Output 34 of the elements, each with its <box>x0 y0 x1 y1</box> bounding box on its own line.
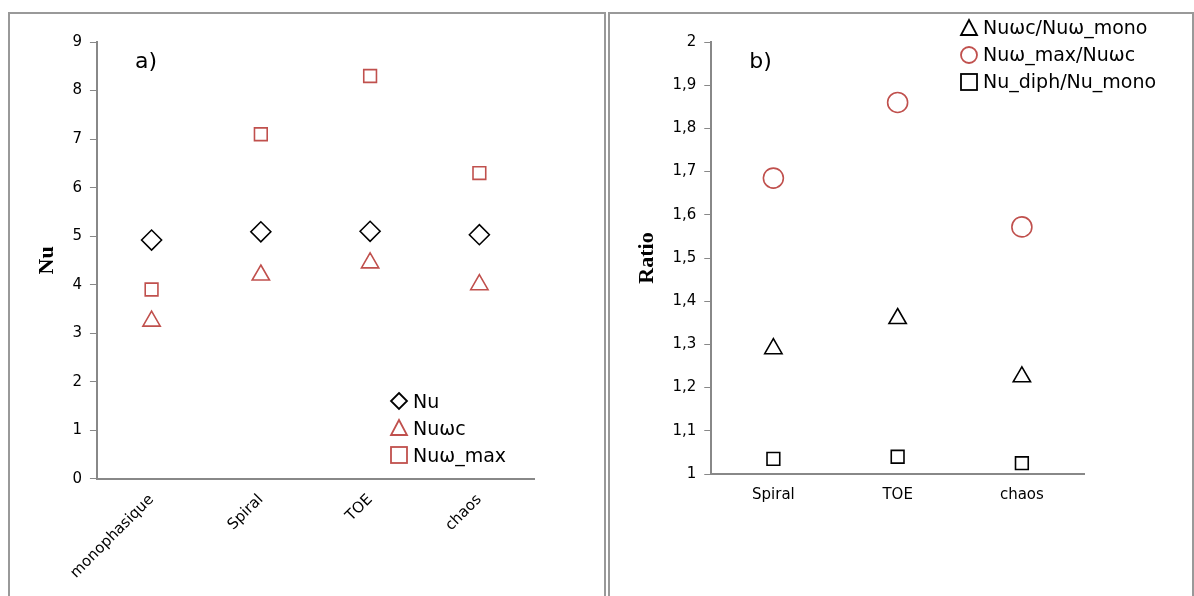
annotation: b) <box>749 47 772 73</box>
x-tick-label: chaos <box>999 484 1045 503</box>
legend-label: Nuωc <box>413 415 466 441</box>
y-tick-label: 1,5 <box>672 247 697 266</box>
x-tick-label: Spiral <box>752 484 795 503</box>
legend-label: Nu <box>413 388 440 414</box>
y-tick-label: 8 <box>72 80 82 99</box>
y-tick-label: 1,9 <box>672 75 697 94</box>
y-tick-label: 1,1 <box>672 420 697 439</box>
legend-label: Nuω_max <box>413 442 507 469</box>
y-tick-label: 1,6 <box>672 204 697 223</box>
annotation: a) <box>134 47 158 73</box>
y-tick-label: 1 <box>686 463 697 482</box>
y-tick-label: 9 <box>72 31 82 50</box>
y-tick-label: 3 <box>72 323 82 342</box>
legend-label: Nuω_max/Nuωc <box>983 42 1136 68</box>
y-tick-label: 2 <box>72 371 82 390</box>
y-tick-label: 5 <box>72 226 82 245</box>
x-tick-label: TOE <box>881 484 913 503</box>
y-tick-label: 1,3 <box>672 334 697 353</box>
y-tick-label: 1,4 <box>672 291 697 310</box>
legend-label: Nuωc/Nuω_mono <box>983 15 1148 41</box>
y-tick-label: 1,8 <box>672 118 697 137</box>
y-tick-label: 1,2 <box>672 377 697 396</box>
y-tick-label: 7 <box>72 128 82 147</box>
legend-label: Nu_diph/Nu_mono <box>983 69 1157 95</box>
y-tick-label: 6 <box>72 177 82 196</box>
y-tick-label: 4 <box>72 274 82 293</box>
y-axis-title: Ratio <box>632 232 658 284</box>
y-tick-label: 1,7 <box>672 161 697 180</box>
y-tick-label: 0 <box>72 468 82 487</box>
y-tick-label: 1 <box>72 420 82 439</box>
y-tick-label: 2 <box>686 31 697 50</box>
y-axis-title: Nu <box>32 246 58 275</box>
